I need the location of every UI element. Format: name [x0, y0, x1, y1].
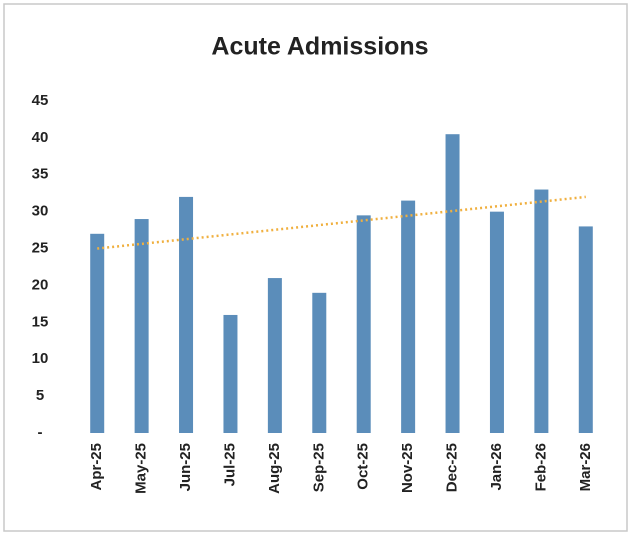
bar — [445, 134, 460, 433]
bar — [267, 278, 282, 433]
chart-frame — [3, 3, 628, 532]
y-tick-label: 20 — [32, 276, 49, 293]
y-tick-label: 30 — [32, 203, 49, 220]
x-tick-label: May-25 — [133, 443, 150, 494]
trendline — [97, 195, 586, 250]
bar — [90, 233, 105, 433]
bar — [489, 211, 504, 433]
y-tick-label: 25 — [32, 240, 49, 257]
bar — [578, 226, 593, 433]
bar — [356, 215, 371, 433]
y-tick-label: 35 — [32, 166, 49, 183]
y-tick-label: 15 — [32, 313, 49, 330]
x-tick-label: Jan-26 — [488, 443, 505, 491]
y-tick-label: 45 — [32, 92, 49, 109]
bar — [179, 196, 194, 433]
bar — [134, 219, 149, 433]
bar — [223, 314, 238, 433]
y-tick-label: - — [38, 424, 43, 441]
x-tick-label: Oct-25 — [355, 443, 372, 490]
x-tick-label: Jun-25 — [177, 443, 194, 491]
y-tick-label: 40 — [32, 129, 49, 146]
bar — [401, 200, 416, 433]
y-tick-label: 10 — [32, 350, 49, 367]
x-tick-label: Sep-25 — [310, 443, 327, 492]
chart-title: Acute Admissions — [211, 33, 428, 61]
x-tick-label: Apr-25 — [88, 443, 105, 491]
x-tick-label: Dec-25 — [444, 443, 461, 492]
x-tick-label: Mar-26 — [577, 443, 594, 491]
bar — [312, 292, 327, 433]
x-tick-label: Nov-25 — [399, 443, 416, 493]
x-tick-label: Feb-26 — [532, 443, 549, 491]
bar — [534, 189, 549, 433]
x-tick-label: Aug-25 — [266, 443, 283, 494]
x-tick-label: Jul-25 — [221, 443, 238, 486]
y-tick-label: 5 — [36, 387, 44, 404]
